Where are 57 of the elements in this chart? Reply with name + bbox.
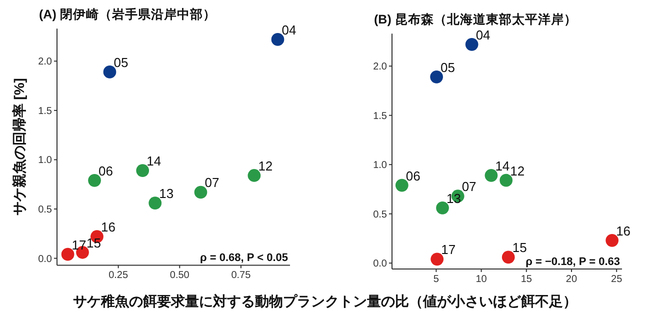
point: [436, 202, 449, 214]
annotation: 04: [282, 22, 296, 38]
annotation: 14: [495, 158, 510, 174]
annotation: ρ = −0.18, P = 0.63: [526, 256, 620, 268]
point: [430, 252, 444, 266]
chart-title: (B) 昆布森（北海道東部太平洋岸）: [374, 12, 577, 27]
point: [148, 196, 162, 210]
annotation: 12: [258, 158, 273, 174]
point: [271, 33, 284, 46]
point: [248, 169, 261, 182]
annotation: 15: [512, 240, 527, 256]
x-tick-label: 0.50: [170, 270, 190, 282]
x-tick-label: 10: [476, 274, 488, 285]
y-tick-label: 0.0: [38, 254, 52, 265]
annotation: 13: [159, 186, 174, 202]
annotation: 07: [204, 175, 220, 190]
y-tick-label: 1.5: [373, 110, 388, 122]
annotation: 04: [476, 27, 490, 42]
chart-title: (A) 閉伊崎（岩手県沿岸中部）: [39, 6, 216, 22]
annotation: 05: [114, 54, 128, 70]
y-tick-label: 2.0: [373, 62, 388, 73]
point: [136, 164, 150, 177]
y-tick-label: 1.0: [373, 160, 388, 172]
x-axis-title: サケ稚魚の餌要求量に対する動物プランクトン量の比（値が小さいほど餌不足）: [73, 293, 577, 309]
x-tick-label: 20: [566, 274, 578, 285]
y-tick-label: 2.0: [38, 56, 52, 68]
x-tick-label: 5: [433, 274, 440, 285]
y-tick-label: 0.5: [373, 209, 388, 220]
point: [88, 174, 101, 187]
x-tick-label: 0.25: [108, 270, 128, 282]
point: [500, 174, 513, 187]
annotation: 06: [406, 168, 420, 184]
annotation: 06: [98, 163, 113, 178]
annotation: 16: [100, 220, 116, 235]
y-tick-label: 1.5: [38, 106, 52, 117]
y-tick-label: 0.0: [373, 258, 388, 270]
point: [61, 248, 74, 261]
annotation: 07: [462, 179, 476, 194]
point: [103, 66, 116, 78]
point: [194, 186, 208, 199]
point: [484, 169, 498, 182]
y-tick-label: 0.5: [38, 204, 52, 216]
annotation: 12: [510, 163, 525, 178]
annotation: ρ = 0.68, P < 0.05: [200, 252, 288, 264]
point: [606, 234, 619, 247]
point: [465, 38, 478, 51]
annotation: 05: [440, 60, 456, 75]
y-axis-title: サケ親魚の回帰率 [%]: [11, 78, 27, 216]
annotation: 16: [616, 223, 631, 238]
point: [430, 70, 443, 84]
point: [502, 250, 515, 264]
annotation: 17: [441, 242, 456, 258]
annotation: 14: [146, 154, 162, 169]
y-tick-label: 1.0: [38, 155, 52, 166]
x-tick-label: 15: [520, 274, 532, 285]
x-tick-label: 25: [611, 274, 623, 285]
x-tick-label: 0.75: [231, 270, 252, 282]
